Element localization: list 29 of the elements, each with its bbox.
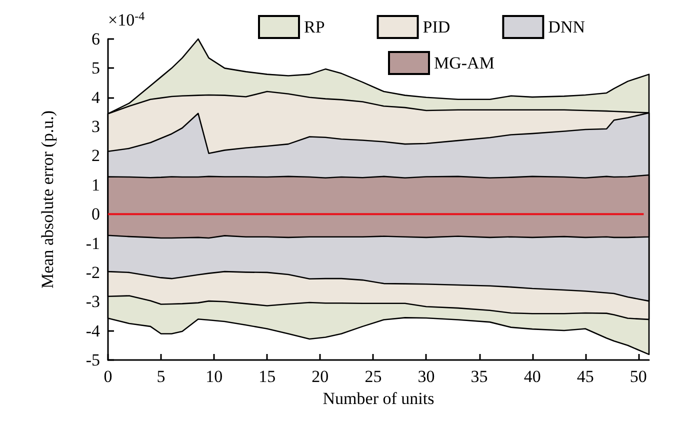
- legend-label: PID: [422, 18, 450, 36]
- y-tick-label: 4: [92, 88, 100, 107]
- y-tick-label: -1: [86, 234, 100, 253]
- x-tick-label: 20: [312, 367, 329, 386]
- y-axis-title: Mean absolute error (p.u.): [38, 110, 57, 288]
- legend-label: RP: [304, 18, 325, 36]
- y-tick-label: 0: [92, 204, 100, 224]
- x-tick-label: 30: [418, 367, 435, 386]
- y-tick-label: 6: [92, 30, 100, 48]
- x-tick-label: 10: [206, 367, 223, 386]
- y-tick-label: -4: [86, 321, 100, 340]
- x-tick-label: 50: [630, 367, 647, 386]
- x-tick-label: 40: [524, 367, 541, 386]
- legend-label: MG-AM: [434, 54, 494, 72]
- x-tick-label: 35: [470, 367, 488, 386]
- x-tick-label: 45: [576, 367, 594, 386]
- y-tick-label: 1: [92, 175, 100, 194]
- legend-label: DNN: [548, 18, 586, 36]
- x-tick-label: 15: [258, 367, 276, 386]
- x-tick-label: 5: [156, 367, 166, 386]
- y-tick-label: 2: [92, 146, 100, 166]
- x-tick-label: 0: [104, 367, 112, 386]
- y-tick-label: -5: [86, 350, 100, 370]
- y-tick-label: -2: [86, 262, 100, 282]
- y-tick-label: 5: [92, 58, 100, 78]
- x-axis-title: Number of units: [322, 389, 434, 408]
- y-tick-label: -3: [86, 292, 100, 312]
- y-tick-label: 3: [92, 117, 100, 136]
- x-tick-label: 25: [364, 367, 382, 386]
